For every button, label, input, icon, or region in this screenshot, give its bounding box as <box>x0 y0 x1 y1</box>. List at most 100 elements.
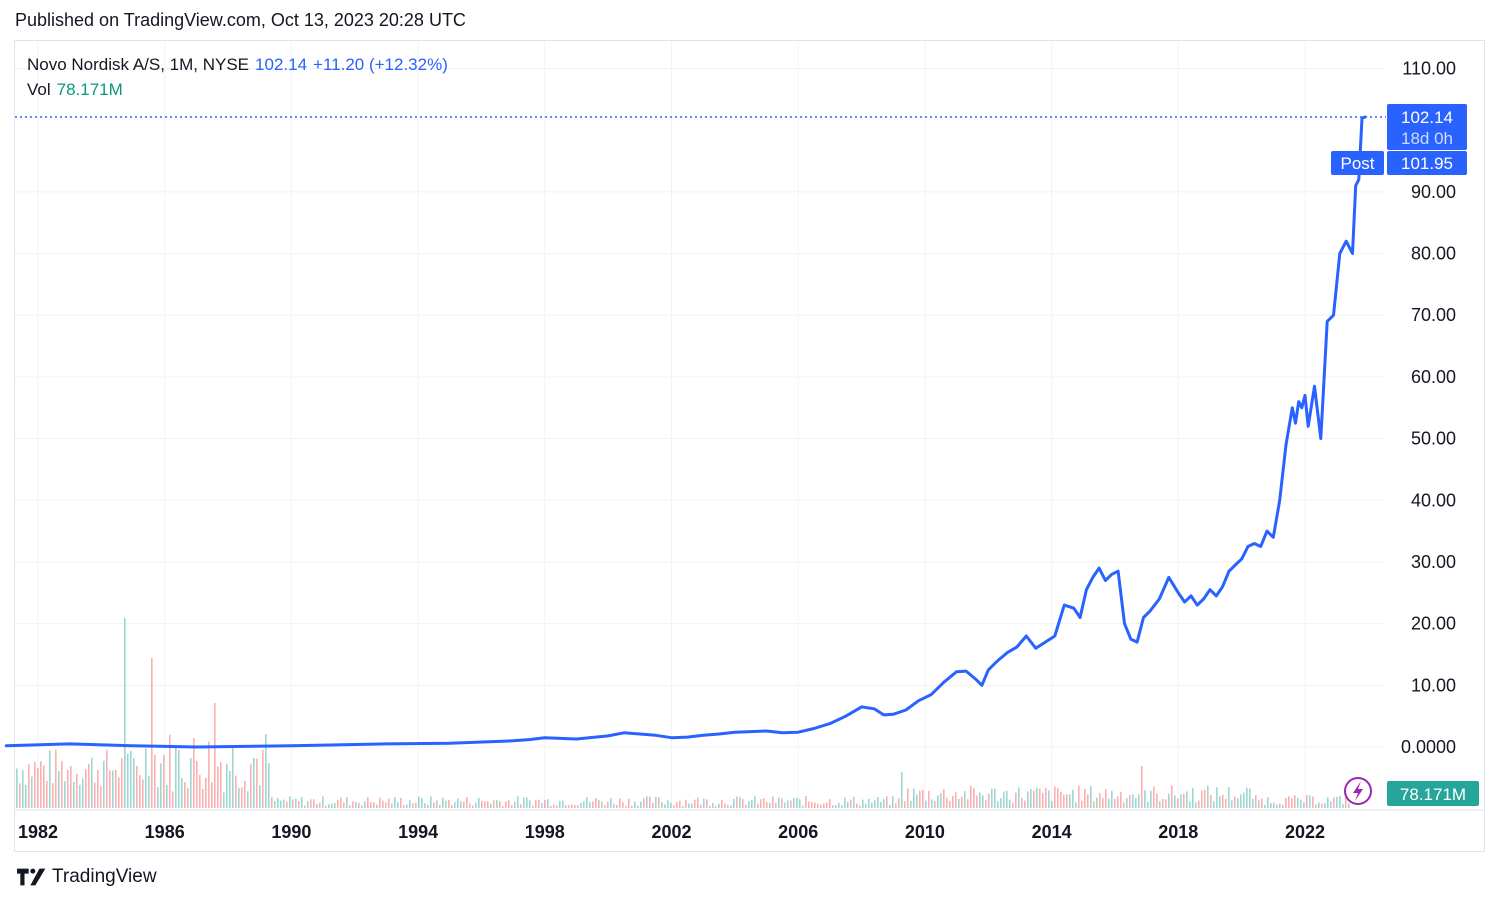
volume-bar <box>838 802 840 808</box>
volume-bar <box>742 798 744 808</box>
volume-bar <box>586 797 588 808</box>
volume-bar <box>70 766 72 808</box>
y-tick-label: 20.00 <box>1411 614 1456 634</box>
volume-bar <box>1084 788 1086 808</box>
x-tick-label: 1986 <box>145 822 185 842</box>
volume-bar <box>1033 790 1035 808</box>
volume-bar <box>217 766 219 808</box>
y-tick-label: 70.00 <box>1411 305 1456 325</box>
volume-bar <box>946 797 948 808</box>
volume-bar <box>1054 786 1056 808</box>
chart-frame[interactable] <box>14 40 1485 852</box>
volume-bar <box>601 801 603 808</box>
volume-bar <box>649 796 651 808</box>
volume-bar <box>193 738 195 808</box>
volume-bar <box>124 618 126 808</box>
volume-bar <box>532 805 534 808</box>
volume-bar <box>709 805 711 808</box>
volume-bar <box>850 799 852 808</box>
volume-bar <box>1114 798 1116 808</box>
volume-bar <box>445 800 447 808</box>
volume-bar <box>1150 790 1152 808</box>
volume-bar <box>232 746 234 808</box>
published-caption: Published on TradingView.com, Oct 13, 20… <box>15 10 466 30</box>
price-labels: 102.14 18d 0h Post 101.95 78.171M <box>15 104 1479 806</box>
volume-bar <box>1093 801 1095 808</box>
volume-bar <box>685 799 687 808</box>
volume-bar <box>424 803 426 808</box>
volume-bar <box>694 799 696 808</box>
volume-bar <box>1342 804 1344 808</box>
volume-bar <box>79 784 81 808</box>
volume-bar <box>799 799 801 808</box>
volume-bar <box>463 801 465 808</box>
volume-bar <box>976 795 978 808</box>
volume-bar <box>337 800 339 808</box>
symbol-label[interactable]: Novo Nordisk A/S, 1M, NYSE <box>27 55 250 74</box>
volume-bar <box>46 780 48 808</box>
volume-bar <box>706 799 708 808</box>
volume-bar <box>1036 787 1038 808</box>
volume-bar <box>1174 795 1176 808</box>
y-tick-label: 90.00 <box>1411 182 1456 202</box>
volume-bar <box>301 797 303 808</box>
volume-bar <box>952 795 954 808</box>
volume-bar <box>541 803 543 808</box>
volume-bar <box>547 799 549 808</box>
volume-bar <box>391 803 393 808</box>
volume-bar <box>331 803 333 808</box>
volume-bar <box>1300 799 1302 808</box>
volume-bar <box>712 803 714 808</box>
volume-bar <box>502 805 504 808</box>
volume-bar <box>16 768 18 808</box>
volume-bar <box>577 804 579 808</box>
volume-bar <box>715 805 717 808</box>
volume-bar <box>568 805 570 808</box>
volume-bar <box>241 787 243 808</box>
volume-bar <box>832 805 834 808</box>
volume-bar <box>1039 788 1041 808</box>
volume-bar <box>1132 794 1134 808</box>
volume-badge-label: 78.171M <box>1400 785 1466 804</box>
volume-bar <box>625 805 627 808</box>
volume-bar <box>1285 798 1287 808</box>
volume-bar <box>1069 794 1071 808</box>
lightning-icon <box>1344 777 1372 805</box>
volume-bar <box>1192 788 1194 808</box>
volume-bar <box>310 799 312 808</box>
volume-bars <box>16 618 1350 808</box>
volume-bar <box>154 754 156 808</box>
volume-bar <box>475 802 477 808</box>
volume-bar <box>820 804 822 808</box>
volume-bar <box>730 805 732 808</box>
volume-bar <box>760 799 762 808</box>
volume-bar <box>367 796 369 808</box>
volume-bar <box>1186 791 1188 808</box>
volume-bar <box>955 792 957 808</box>
volume-label[interactable]: Vol <box>27 80 51 99</box>
volume-bar <box>223 792 225 808</box>
x-tick-label: 1982 <box>18 822 58 842</box>
volume-bar <box>1030 789 1032 808</box>
volume-bar <box>127 753 129 808</box>
volume-bar <box>202 788 204 808</box>
volume-bar <box>571 804 573 808</box>
footer-brand[interactable]: TradingView <box>17 866 157 888</box>
volume-bar <box>739 797 741 808</box>
volume-bar <box>841 805 843 808</box>
volume-bar <box>343 802 345 808</box>
volume-bar <box>865 804 867 808</box>
volume-bar <box>19 783 21 808</box>
volume-bar <box>349 805 351 808</box>
volume-bar <box>1048 790 1050 808</box>
volume-bar <box>1099 793 1101 808</box>
volume-bar <box>1330 801 1332 808</box>
volume-bar <box>520 804 522 808</box>
volume-bar <box>676 802 678 808</box>
price-change-value: +11.20 (+12.32%) <box>313 55 448 74</box>
volume-bar <box>994 788 996 808</box>
brand-name: TradingView <box>52 866 157 887</box>
volume-bar <box>175 747 177 808</box>
volume-bar <box>643 798 645 808</box>
